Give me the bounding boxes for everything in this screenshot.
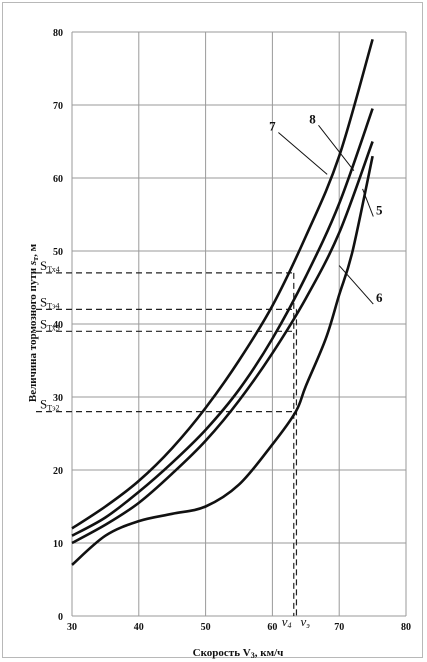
x-tick-label-0: 30 <box>67 622 77 633</box>
y-axis-label: Величина тормозного пути sт, м <box>27 243 40 402</box>
curve-pointer-7 <box>278 132 328 175</box>
ref-label-2: SТх3 <box>40 316 60 332</box>
y-tick-label-0: 0 <box>58 612 63 623</box>
curve-label-6: 6 <box>376 290 383 305</box>
y-tick-label-5: 50 <box>53 247 63 258</box>
reference-lines <box>36 272 298 616</box>
curve-label-7: 7 <box>269 119 276 134</box>
grid <box>71 31 407 617</box>
ref-label-0: SТх4 <box>40 258 60 274</box>
y-tick-label-6: 60 <box>53 174 63 185</box>
x-tick-label-2: 50 <box>201 622 211 633</box>
y-tick-label-7: 70 <box>53 101 63 112</box>
vert-label-1: vэ <box>300 614 310 630</box>
y-tick-label-4: 40 <box>53 320 63 331</box>
y-tick-label-8: 80 <box>53 28 63 39</box>
curve-pointer-5 <box>362 188 374 217</box>
ref-label-3: SТэ2 <box>40 397 60 413</box>
ref-label-1: SТэ4 <box>40 294 60 310</box>
series-line-7 <box>71 38 374 530</box>
x-tick-label-1: 40 <box>134 622 144 633</box>
chart-frame <box>2 2 423 658</box>
y-tick-label-2: 20 <box>53 466 63 477</box>
x-axis-label: Скорость V3, км/ч <box>193 647 284 660</box>
annotations: SТх4 SТэ4 SТх3 SТэ2 v4 vэ 7 8 5 6 <box>40 111 383 630</box>
vert-label-0: v4 <box>282 614 292 630</box>
series-line-8 <box>71 108 374 537</box>
x-tick-label-5: 80 <box>401 622 411 633</box>
curve-pointer-8 <box>318 124 355 172</box>
tick-labels: 30 40 50 60 70 80 0 10 20 30 40 50 60 70 80 <box>53 28 411 633</box>
curve-pointer-6 <box>338 265 374 305</box>
y-tick-label-3: 30 <box>53 393 63 404</box>
series-line-5 <box>71 141 374 545</box>
x-tick-label-4: 70 <box>334 622 344 633</box>
curve-label-8: 8 <box>309 111 316 126</box>
curve-label-5: 5 <box>376 203 383 218</box>
series-line-6 <box>71 155 374 566</box>
series-lines <box>71 38 374 566</box>
y-tick-label-1: 10 <box>53 539 63 550</box>
x-tick-label-3: 60 <box>267 622 277 633</box>
